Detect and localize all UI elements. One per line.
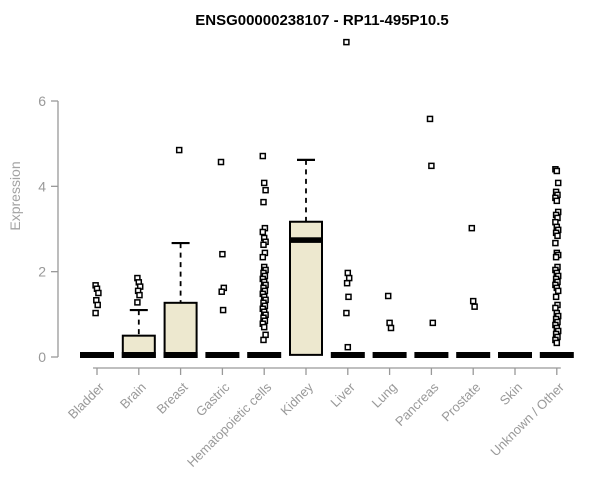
outlier-point (134, 299, 141, 306)
outlier-point (219, 250, 226, 258)
category-label: Unknown / Other (487, 379, 567, 459)
outlier-point (344, 343, 352, 351)
outlier-point (386, 319, 393, 327)
outlier-point (426, 115, 434, 123)
box (163, 301, 198, 359)
outlier-point (94, 301, 101, 309)
outlier-point (259, 228, 267, 236)
outlier-point (468, 224, 476, 232)
outlier-point (260, 198, 267, 206)
outlier-point (554, 179, 562, 187)
category-label: Lung (369, 380, 400, 411)
median-line (539, 352, 574, 358)
outlier-point (345, 274, 353, 282)
outlier-point (92, 309, 99, 317)
outlier-point (219, 306, 227, 314)
box (289, 220, 323, 356)
outlier-point (387, 324, 395, 332)
outlier-point (260, 179, 268, 187)
category-label: Kidney (277, 379, 316, 418)
outlier-point (259, 253, 267, 261)
outlier-point (429, 319, 437, 327)
outlier-point (262, 186, 269, 194)
median-line (121, 352, 156, 358)
category-label: Breast (154, 379, 191, 416)
outlier-point (553, 339, 561, 347)
category-label: Prostate (438, 380, 483, 425)
outlier-point (554, 232, 561, 240)
outlier-point (217, 158, 225, 166)
outlier-point (344, 269, 352, 277)
outlier-point (553, 197, 561, 205)
outlier-point (260, 323, 268, 331)
outlier-point (262, 331, 269, 339)
outlier-point (218, 288, 225, 295)
category-label: Skin (497, 380, 525, 408)
median-line (290, 237, 322, 243)
category-label: Gastric (193, 379, 233, 419)
y-tick-label: 0 (38, 349, 46, 365)
median-line (330, 352, 365, 358)
outlier-point (553, 167, 561, 175)
outlier-point (471, 303, 478, 310)
category-label: Pancreas (392, 379, 442, 429)
outlier-point (552, 253, 560, 261)
outlier-point (428, 162, 435, 170)
outlier-point (345, 293, 352, 301)
outlier-point (554, 287, 562, 295)
median-line (80, 352, 114, 358)
y-tick-label: 2 (38, 264, 46, 280)
outlier-point (259, 152, 267, 160)
category-label: Liver (327, 379, 358, 410)
outlier-point (552, 304, 559, 312)
median-line (498, 352, 532, 358)
outlier-point (343, 279, 351, 287)
category-label: Brain (117, 380, 149, 412)
median-line (372, 352, 407, 358)
y-tick-label: 4 (38, 178, 46, 194)
outlier-point (260, 336, 267, 344)
median-line (414, 352, 449, 358)
outlier-point (552, 239, 559, 247)
outlier-point (136, 291, 143, 299)
outlier-point (552, 293, 560, 301)
median-line (247, 352, 282, 358)
chart-title: ENSG00000238107 - RP11-495P10.5 (195, 12, 449, 29)
median-line (205, 352, 240, 358)
outlier-point (175, 146, 183, 154)
category-label: Bladder (65, 379, 108, 422)
outlier-point (95, 289, 102, 297)
median-line (163, 352, 198, 358)
outlier-point (343, 309, 350, 317)
outlier-point (343, 38, 350, 46)
y-axis-title: Expression (7, 161, 23, 230)
y-tick-label: 6 (38, 93, 46, 109)
outlier-point (260, 241, 267, 249)
outlier-point (384, 292, 392, 300)
median-line (456, 352, 491, 358)
outlier-point (469, 297, 477, 305)
